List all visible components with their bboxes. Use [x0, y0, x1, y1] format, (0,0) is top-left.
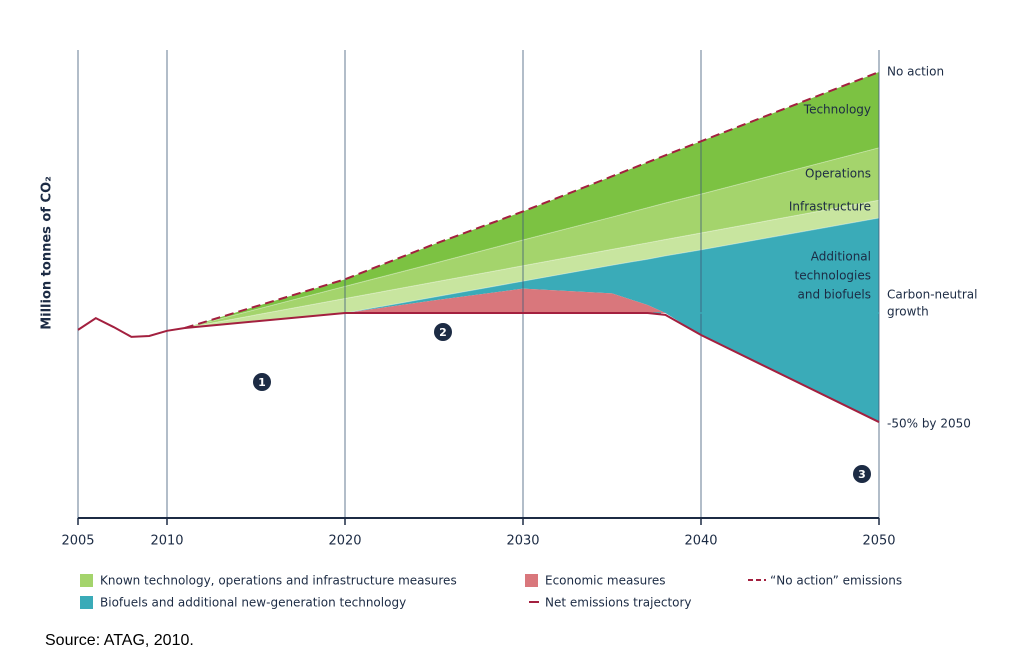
x-tick-label: 2040: [684, 534, 717, 549]
band-boundary: [184, 147, 880, 329]
marker-circle: [434, 323, 452, 341]
area-band: [345, 288, 666, 314]
band-label: technologies: [795, 269, 872, 283]
x-tick-label: 2050: [862, 534, 895, 549]
x-tick-label: 2030: [506, 534, 539, 549]
legend-swatch: [525, 574, 538, 587]
reference-label: growth: [887, 305, 929, 319]
x-tick-label: 2005: [61, 534, 94, 549]
x-tick-label: 2020: [328, 534, 361, 549]
x-tick-label: 2010: [150, 534, 183, 549]
marker-circle: [253, 373, 271, 391]
legend-label: Biofuels and additional new-generation t…: [100, 596, 406, 610]
legend-label: Known technology, operations and infrast…: [100, 574, 457, 588]
marker-number: 3: [858, 468, 866, 481]
line-series: [77, 312, 880, 423]
band-label: Operations: [805, 167, 871, 181]
legend-label: Net emissions trajectory: [545, 596, 692, 610]
line-series: [184, 71, 880, 329]
legend-swatch: [80, 596, 93, 609]
band-boundary: [184, 199, 880, 329]
source-note: Source: ATAG, 2010.: [45, 632, 194, 649]
legend-label: “No action” emissions: [770, 574, 902, 588]
line-end-label: No action: [887, 64, 944, 78]
marker-number: 1: [258, 376, 266, 389]
band-label: Technology: [803, 102, 871, 116]
area-band: [345, 218, 879, 423]
band-boundary: [184, 217, 880, 329]
marker-circle: [853, 465, 871, 483]
area-band: [184, 200, 880, 328]
reference-label: Carbon-neutral: [887, 288, 977, 302]
legend-label: Economic measures: [545, 574, 666, 588]
legend-swatch: [80, 574, 93, 587]
band-label: Infrastructure: [789, 200, 871, 214]
line-end-label: -50% by 2050: [887, 417, 971, 431]
band-label: and biofuels: [798, 288, 871, 302]
marker-number: 2: [439, 326, 447, 339]
band-label: Additional: [811, 250, 871, 264]
y-axis-label: Million tonnes of CO₂: [40, 176, 55, 330]
area-band: [184, 147, 880, 328]
